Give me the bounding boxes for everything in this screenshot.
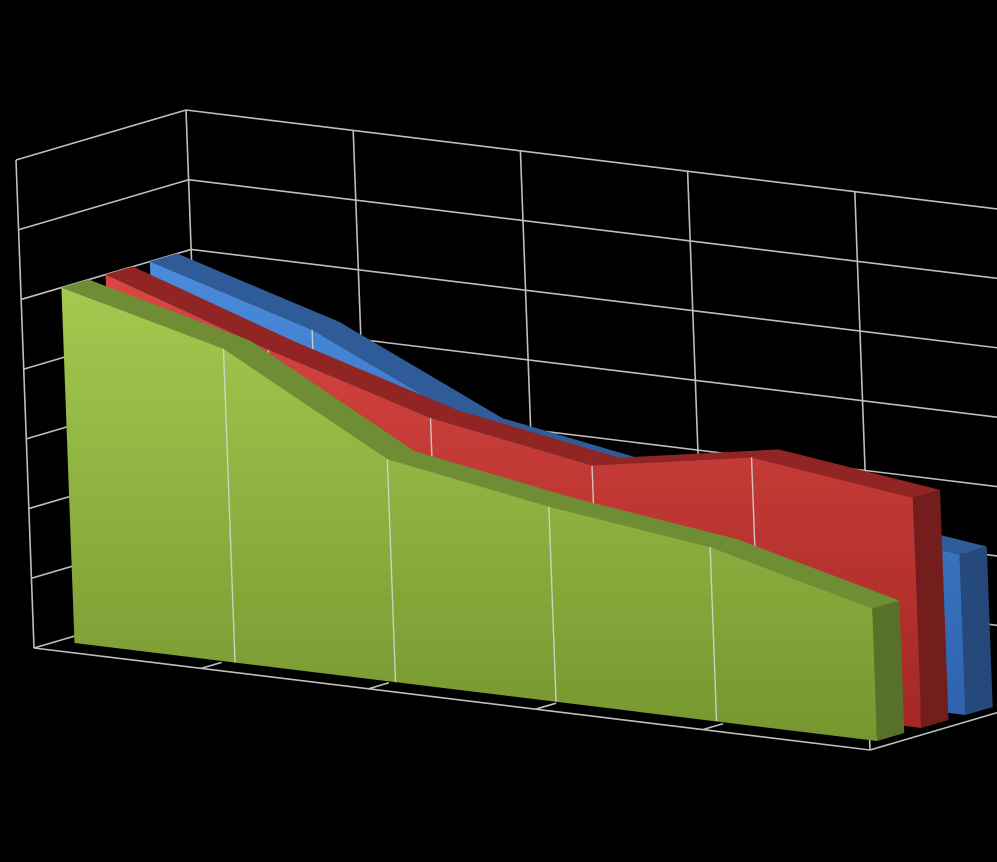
series-2-area xyxy=(61,279,905,741)
series-2-front-face xyxy=(61,287,878,741)
series-2-gridline-overlay xyxy=(386,459,397,683)
series-2-gridline-overlay xyxy=(222,348,236,663)
back-wall-gridline xyxy=(188,178,997,280)
floor-tick xyxy=(200,661,222,670)
series-0-side-face xyxy=(959,546,993,715)
series-1-side-face xyxy=(912,489,949,728)
back-wall-gridline xyxy=(185,109,997,210)
series-0-top-face xyxy=(149,253,987,555)
floor-front-edge xyxy=(33,647,871,751)
left-wall-gridline xyxy=(15,109,187,161)
floor-tick xyxy=(368,682,390,690)
series-2-side-face xyxy=(872,600,905,741)
floor-tick xyxy=(702,722,724,731)
back-wall-gridline xyxy=(191,248,997,349)
series-2-top-face xyxy=(61,279,900,609)
series-layer xyxy=(61,253,993,741)
series-2-gridline-overlay xyxy=(548,506,557,702)
floor-tick xyxy=(535,702,557,710)
left-wall-front-edge xyxy=(15,159,35,649)
series-1-top-face xyxy=(105,266,941,498)
floor-right-edge xyxy=(869,711,997,751)
series-2-gridline-overlay xyxy=(709,547,718,722)
left-wall-gridline xyxy=(18,178,189,231)
